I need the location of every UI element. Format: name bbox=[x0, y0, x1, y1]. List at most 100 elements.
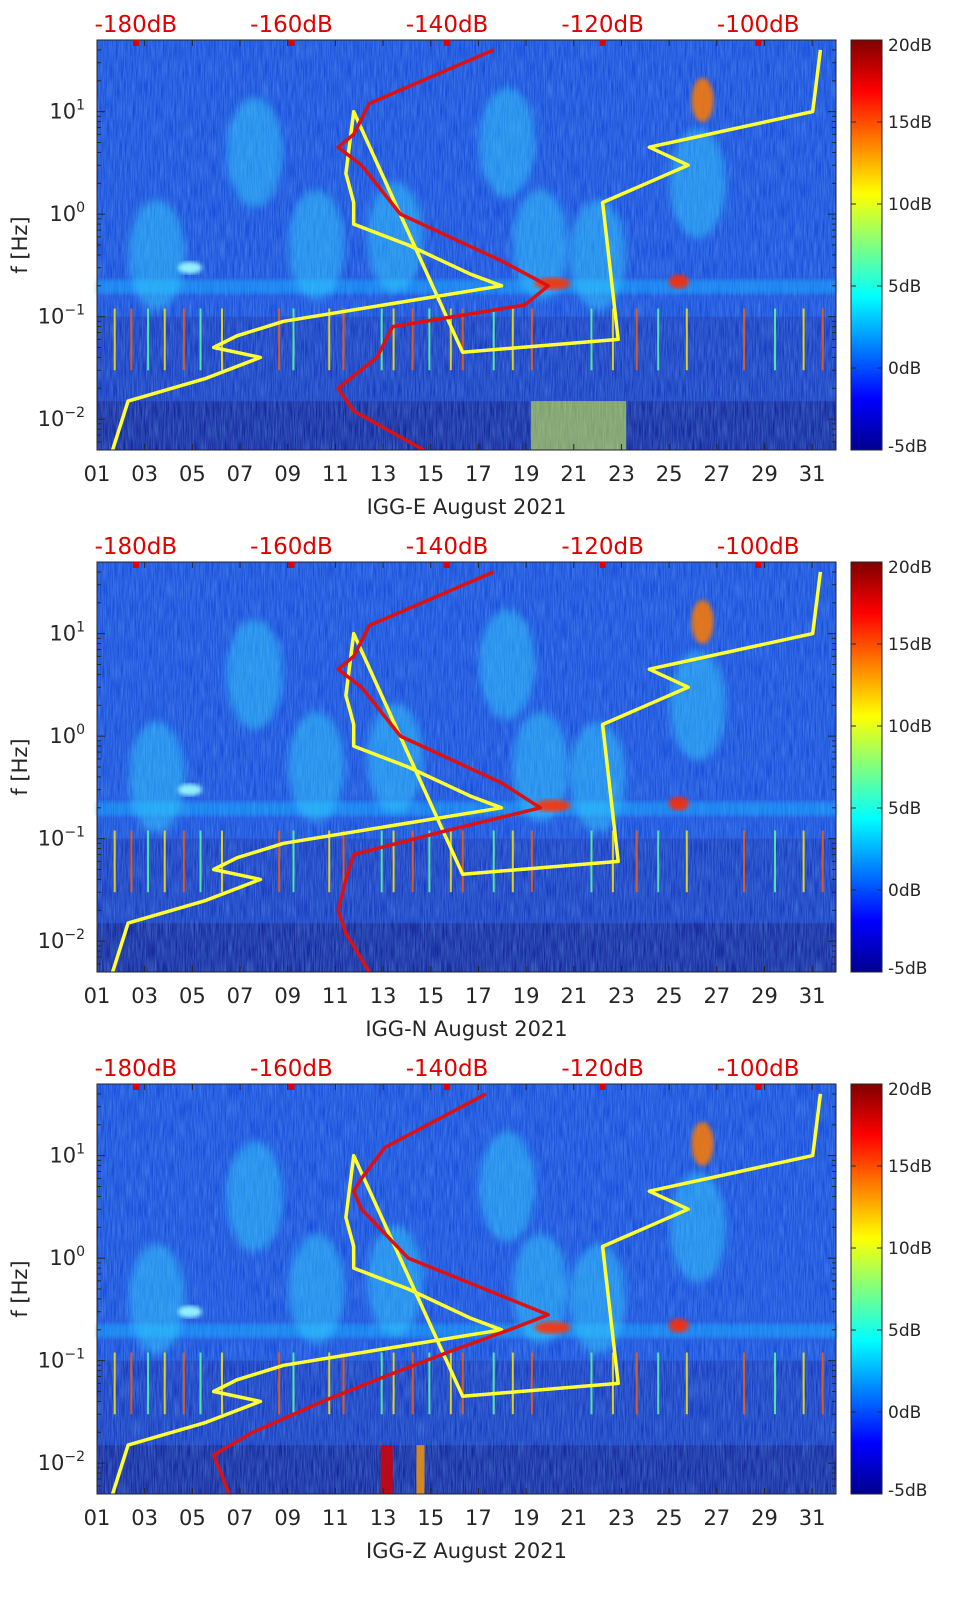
microseism-band bbox=[97, 1323, 836, 1338]
colorbar: 20dB 15dB 10dB 5dB 0dB -5dB bbox=[850, 558, 932, 979]
top-axis-label: -160dB bbox=[250, 1056, 333, 1082]
panel-2: 01 03 05 07 09 11 13 15 17 19 21 23 25 27 29 31 IGG-N Au… bbox=[8, 534, 932, 1041]
high-noise-model-curve bbox=[110, 1093, 823, 1494]
y-tick-label: 100 bbox=[49, 200, 85, 226]
transient-streak bbox=[774, 308, 777, 371]
transient-streak bbox=[220, 830, 223, 893]
top-axis-label: -180dB bbox=[95, 534, 178, 560]
y-axis: 10−2 10−1 100 101 bbox=[38, 1083, 836, 1495]
colorbar-label: -5dB bbox=[888, 1481, 927, 1501]
transient-streak bbox=[130, 1352, 133, 1415]
transient-streak bbox=[147, 308, 150, 371]
x-tick-label: 09 bbox=[274, 462, 301, 486]
x-tick-label: 03 bbox=[131, 462, 158, 486]
energy-patch bbox=[569, 199, 626, 310]
y-axis-label: f [Hz] bbox=[8, 216, 32, 273]
transient-streak bbox=[130, 308, 133, 371]
x-tick-label: 27 bbox=[703, 984, 730, 1008]
top-axis-label: -140dB bbox=[406, 12, 489, 38]
energy-patch bbox=[177, 1305, 202, 1318]
colorbar-label: 10dB bbox=[888, 1239, 932, 1259]
transient-streak bbox=[802, 830, 805, 893]
transient-streak bbox=[411, 1352, 414, 1415]
x-tick-label: 19 bbox=[513, 1506, 540, 1530]
x-tick-label: 09 bbox=[274, 1506, 301, 1530]
transient-streak bbox=[342, 830, 345, 893]
x-tick-label: 13 bbox=[370, 984, 397, 1008]
energy-patch bbox=[226, 619, 283, 730]
transient-streak bbox=[461, 308, 464, 371]
y-axis-label: f [Hz] bbox=[8, 738, 32, 795]
energy-patch bbox=[288, 190, 345, 300]
transient-streak bbox=[163, 830, 166, 893]
transient-streak bbox=[685, 308, 688, 371]
panel-1: 01 03 05 07 09 11 13 15 17 19 21 23 25 27 29 31 IGG-E Au… bbox=[8, 12, 932, 519]
x-tick-label: 11 bbox=[322, 1506, 349, 1530]
transient-streak bbox=[220, 308, 223, 371]
energy-patch bbox=[669, 650, 726, 761]
x-tick-label: 23 bbox=[608, 1506, 635, 1530]
energy-patch bbox=[177, 261, 202, 274]
high-noise-model-curve bbox=[110, 571, 823, 972]
x-tick-label: 29 bbox=[751, 1506, 778, 1530]
x-tick-label: 31 bbox=[799, 462, 826, 486]
x-tick-label: 19 bbox=[513, 462, 540, 486]
colorbar-label: -5dB bbox=[888, 437, 927, 457]
transient-streak bbox=[147, 1352, 150, 1415]
energy-patch bbox=[669, 128, 726, 239]
colorbar-gradient bbox=[850, 39, 883, 451]
panel-3: 01 03 05 07 09 11 13 15 17 19 21 23 25 27 29 31 IGG-Z Au… bbox=[8, 1056, 932, 1563]
x-tick-label: 03 bbox=[131, 984, 158, 1008]
top-axis-label: -140dB bbox=[406, 1056, 489, 1082]
top-axis-label: -180dB bbox=[95, 12, 178, 38]
x-axis-label: IGG-N August 2021 bbox=[365, 1017, 567, 1041]
top-axis-tick bbox=[132, 562, 139, 568]
x-tick-label: 03 bbox=[131, 1506, 158, 1530]
top-axis-tick bbox=[755, 1084, 762, 1090]
top-axis-label: -100dB bbox=[717, 12, 800, 38]
energy-patch-hot bbox=[534, 277, 571, 290]
low-noise-model-curve bbox=[336, 570, 543, 972]
x-tick-label: 31 bbox=[799, 984, 826, 1008]
spectrogram bbox=[97, 1084, 836, 1494]
transient-streak bbox=[461, 1352, 464, 1415]
transient-streak bbox=[743, 1352, 746, 1415]
energy-patch bbox=[177, 783, 202, 796]
energy-patch bbox=[512, 712, 569, 822]
transient-streak bbox=[449, 308, 452, 371]
transient-streak bbox=[657, 830, 660, 893]
transient-streak bbox=[380, 1352, 383, 1415]
transient-streak bbox=[635, 830, 638, 893]
x-tick-label: 19 bbox=[513, 984, 540, 1008]
transient-streak bbox=[182, 830, 185, 893]
colorbar: 20dB 15dB 10dB 5dB 0dB -5dB bbox=[850, 1080, 932, 1501]
x-tick-label: 17 bbox=[465, 984, 492, 1008]
energy-patch bbox=[569, 721, 626, 832]
x-tick-label: 07 bbox=[227, 984, 254, 1008]
energy-patch bbox=[512, 1234, 569, 1344]
transient-streak bbox=[342, 1352, 345, 1415]
transient-streak bbox=[328, 308, 331, 371]
top-axis-tick bbox=[288, 1084, 295, 1090]
transient-streak bbox=[278, 1352, 281, 1415]
transient-streak bbox=[130, 830, 133, 893]
transient-streak bbox=[199, 308, 202, 371]
transient-streak bbox=[278, 830, 281, 893]
energy-patch bbox=[366, 181, 423, 292]
top-axis-label: -100dB bbox=[717, 534, 800, 560]
x-tick-label: 07 bbox=[227, 462, 254, 486]
x-tick-label: 13 bbox=[370, 1506, 397, 1530]
x-tick-label: 11 bbox=[322, 462, 349, 486]
transient-streak bbox=[392, 830, 395, 893]
x-tick-label: 29 bbox=[751, 462, 778, 486]
transient-streak bbox=[657, 308, 660, 371]
transient-streak bbox=[774, 1352, 777, 1415]
transient-streak bbox=[685, 830, 688, 893]
x-tick-label: 15 bbox=[417, 984, 444, 1008]
colorbar-gradient bbox=[850, 561, 883, 973]
colorbar-label: 15dB bbox=[888, 113, 932, 133]
transient-streak bbox=[292, 830, 295, 893]
x-tick-label: 05 bbox=[179, 462, 206, 486]
top-axis-tick bbox=[288, 40, 295, 46]
x-tick-label: 13 bbox=[370, 462, 397, 486]
